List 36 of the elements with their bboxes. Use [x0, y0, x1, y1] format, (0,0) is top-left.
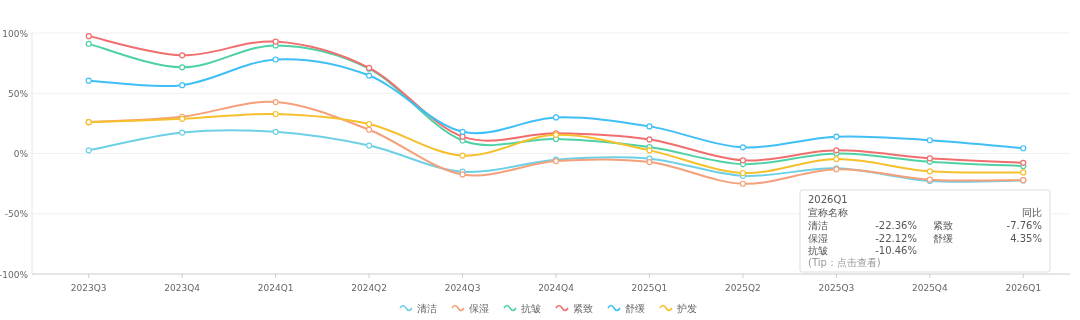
annotation: 清洁 — [808, 220, 828, 231]
y-tick-label: 50% — [7, 88, 29, 99]
x-tick-label: 2023Q4 — [164, 283, 201, 293]
annotation: 4.35% — [1010, 232, 1042, 244]
legend-label: 清洁 — [417, 303, 437, 314]
annotation: (Tip：点击查看) — [808, 257, 881, 268]
legend-label: 抗皱 — [521, 303, 541, 314]
legend-label: 舒缓 — [625, 303, 645, 314]
x-tick-label: 2025Q4 — [911, 283, 948, 293]
legend-label: 紧致 — [573, 303, 593, 314]
y-tick-label: 0% — [13, 149, 29, 159]
annotation: 抗皱 — [808, 245, 828, 256]
y-tick-label: 100% — [2, 28, 29, 39]
annotation: 保湿 — [808, 232, 828, 244]
annotation: 紧致 — [933, 220, 953, 231]
legend-label: 护发 — [676, 303, 697, 314]
x-tick-label: 2025Q1 — [631, 283, 668, 293]
y-tick-label: -100% — [0, 269, 29, 280]
annotation: 2026Q1 — [808, 194, 848, 205]
y-tick-label: -50% — [4, 209, 29, 220]
x-tick-label: 2024Q2 — [351, 283, 387, 293]
annotation: -22.12% — [875, 232, 917, 244]
x-tick-label: 2025Q3 — [818, 283, 855, 293]
x-tick-label: 2024Q3 — [444, 283, 481, 293]
x-tick-label: 2026Q1 — [1005, 283, 1042, 293]
x-tick-label: 2024Q1 — [257, 283, 294, 293]
annotation: 舒缓 — [933, 232, 953, 244]
x-tick-label: 2024Q4 — [538, 283, 575, 293]
x-tick-label: 2023Q3 — [70, 283, 107, 293]
annotation: 同比 — [1022, 207, 1042, 218]
annotation: -7.76% — [1006, 220, 1042, 231]
annotation: -10.46% — [875, 245, 917, 256]
annotation: -22.36% — [875, 220, 917, 231]
legend-label: 保湿 — [469, 303, 489, 314]
x-tick-label: 2025Q2 — [725, 283, 761, 293]
annotation: 宣称名称 — [808, 207, 848, 218]
